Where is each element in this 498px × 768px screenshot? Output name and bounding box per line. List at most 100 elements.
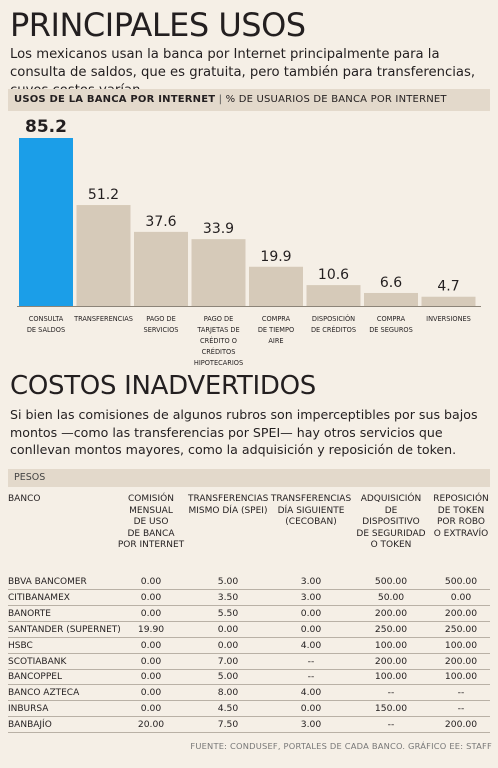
- fee-cell: 200.00: [374, 607, 408, 619]
- bar-category-line: PAGO DE: [146, 315, 176, 323]
- table-row: BANCO AZTECA 0.00 8.00 4.00 -- --: [8, 685, 490, 701]
- bar-category-line: HIPOTECARIOS: [194, 359, 243, 367]
- fee-cell: 0.00: [450, 591, 472, 603]
- fee-cell: --: [307, 655, 315, 667]
- bar-category-line: COMPRA: [262, 315, 291, 323]
- bank-name: SANTANDER (SUPERNET): [8, 624, 121, 635]
- fee-cell: 100.00: [444, 671, 478, 683]
- fee-cell: 200.00: [444, 719, 478, 731]
- bar-value-label-6: 6.6: [380, 275, 402, 291]
- bar-value-label-1: 51.2: [88, 187, 119, 203]
- fee-cell: 50.00: [377, 591, 405, 603]
- bar-value-label-3: 33.9: [203, 221, 234, 237]
- fee-cell: 100.00: [444, 639, 478, 651]
- bar-category-label-7: INVERSIONES: [426, 315, 471, 323]
- fee-cell: 0.00: [300, 607, 322, 619]
- bar-value-label-5: 10.6: [318, 267, 349, 283]
- fee-cell: 7.00: [217, 655, 239, 667]
- fee-cell: 0.00: [300, 623, 322, 635]
- fee-cell: 0.00: [140, 607, 162, 619]
- fee-cell: 19.90: [137, 623, 165, 635]
- bar-category-line: TARJETAS DE: [196, 326, 239, 334]
- column-header-line: O EXTRAVÍO: [433, 528, 489, 539]
- row-divider: [8, 716, 490, 718]
- row-divider: [8, 604, 490, 606]
- fee-cell: 0.00: [140, 671, 162, 683]
- fee-cell: 3.00: [300, 591, 322, 603]
- column-header-line: O TOKEN: [370, 540, 412, 550]
- fee-cell: 8.00: [217, 687, 239, 699]
- table-row: INBURSA 0.00 4.50 0.00 150.00 --: [8, 701, 490, 717]
- column-header-line: DE SEGURIDAD: [356, 528, 426, 539]
- bar-6: [364, 292, 418, 306]
- bar-category-label-4: COMPRA DE TIEMPO AIRE: [258, 315, 294, 345]
- table-row: BANBAJÍO 20.00 7.50 3.00 -- 200.00: [8, 717, 490, 733]
- table-row: SANTANDER (SUPERNET) 19.90 0.00 0.00 250.00 2…: [8, 622, 490, 638]
- fee-cell: 500.00: [444, 576, 478, 587]
- fee-cell: 0.00: [140, 639, 162, 651]
- fee-cell: 0.00: [140, 591, 162, 603]
- bank-name: BANCO AZTECA: [8, 688, 80, 699]
- fee-cell: 0.00: [217, 639, 239, 651]
- column-header-1: COMISIÓN MENSUAL DE USO DE BANCA POR INTERNE…: [116, 494, 186, 552]
- fee-cell: 5.50: [217, 607, 239, 619]
- fee-cell: 150.00: [374, 703, 408, 715]
- fee-cell: 0.00: [140, 687, 162, 699]
- column-header-line: MISMO DÍA (SPEI): [188, 505, 268, 516]
- row-divider: [8, 636, 490, 638]
- column-header-line: DÍA SIGUIENTE: [277, 505, 345, 516]
- fee-cell: 5.00: [217, 576, 239, 587]
- fee-cell: 3.00: [300, 719, 322, 731]
- bar-category-line: CONSULTA: [29, 315, 64, 323]
- fee-cell: 3.00: [300, 576, 322, 587]
- row-divider: [8, 700, 490, 702]
- table-row: HSBC 0.00 0.00 4.00 100.00 100.00: [8, 638, 490, 654]
- table-row: BANCOPPEL 0.00 5.00 -- 100.00 100.00: [8, 669, 490, 685]
- fee-cell: 250.00: [444, 623, 478, 635]
- section-title-costos-inadvertidos: COSTOS INADVERTIDOS: [10, 371, 316, 401]
- column-header-line: BANCO: [8, 494, 41, 504]
- fee-cell: 7.50: [217, 719, 239, 731]
- bar-value-label-2: 37.6: [145, 214, 176, 230]
- fee-cell: --: [387, 719, 395, 731]
- bar-5: [306, 285, 361, 306]
- fee-cell: 0.00: [140, 576, 162, 587]
- bank-name: CITIBANAMEX: [8, 592, 70, 603]
- bar-value-label-7: 4.7: [437, 279, 459, 295]
- chart-header: USOS DE LA BANCA POR INTERNET | % DE USU…: [8, 89, 490, 111]
- bank-name: BANBAJÍO: [8, 720, 52, 731]
- bank-name: HSBC: [8, 640, 33, 651]
- column-header-line: COMISIÓN: [128, 494, 174, 504]
- column-header-5: REPOSICIÓN DE TOKEN POR ROBO O EXTRAVÍO: [430, 494, 492, 540]
- fee-cell: 3.50: [217, 591, 239, 603]
- bar-category-line: DE CRÉDITOS: [311, 325, 356, 334]
- bar-1: [76, 205, 131, 306]
- fee-cell: 500.00: [374, 576, 408, 587]
- table-unit-bar: PESOS: [8, 469, 490, 487]
- bar-category-line: CRÉDITO O: [200, 336, 237, 345]
- column-header-line: (CECOBAN): [285, 517, 337, 527]
- column-header-line: POR INTERNET: [117, 540, 185, 550]
- fee-cell: 100.00: [374, 671, 408, 683]
- bar-value-label-0: 85.2: [25, 117, 67, 137]
- fee-cell: --: [457, 703, 465, 715]
- chart-subtitle: % DE USUARIOS DE BANCA POR INTERNET: [225, 94, 447, 105]
- bar-category-line: TRANSFERENCIAS: [73, 315, 133, 323]
- row-divider: [8, 732, 490, 734]
- fee-cell: 5.00: [217, 671, 239, 683]
- column-header-line: DE USO: [133, 517, 169, 527]
- bar-category-line: DISPOSICIÓN: [312, 314, 355, 323]
- bar-7: [421, 296, 476, 306]
- bank-name: SCOTIABANK: [8, 656, 67, 667]
- bar-2: [134, 231, 188, 306]
- table-row: CITIBANAMEX 0.00 3.50 3.00 50.00 0.00: [8, 590, 490, 606]
- bank-name: BANCOPPEL: [8, 672, 62, 683]
- bar-category-line: DE SALDOS: [27, 326, 65, 334]
- bar-category-label-6: COMPRA DE SEGUROS: [369, 315, 413, 334]
- bar-category-label-2: PAGO DE SERVICIOS: [144, 315, 179, 334]
- bar-category-line: PAGO DE: [204, 315, 234, 323]
- bar-category-line: COMPRA: [377, 315, 406, 323]
- bar-category-label-5: DISPOSICIÓN DE CRÉDITOS: [311, 314, 356, 334]
- bank-name: BANORTE: [8, 608, 51, 619]
- column-header-line: DE DISPOSITIVO: [362, 505, 420, 528]
